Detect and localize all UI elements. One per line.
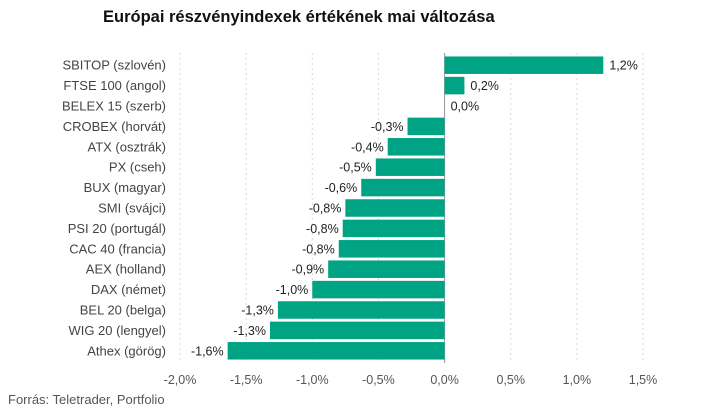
data-label: -0,5%: [339, 161, 372, 175]
category-label: BEL 20 (belga): [80, 303, 166, 318]
category-label: SBITOP (szlovén): [62, 58, 166, 73]
bar: [361, 178, 445, 197]
bar: [444, 76, 465, 95]
bar: [345, 199, 445, 217]
x-tick-label: -2,0%: [164, 373, 197, 387]
bar: [444, 56, 604, 74]
data-label: 1,2%: [609, 59, 638, 73]
chart-title: Európai részvényindexek értékének mai vá…: [103, 8, 495, 26]
category-label: CROBEX (horvát): [63, 119, 166, 134]
category-label: DAX (német): [91, 282, 166, 297]
category-label: AEX (holland): [86, 262, 166, 277]
data-label: -0,8%: [306, 222, 339, 236]
bar: [227, 342, 445, 360]
data-label: -1,3%: [241, 304, 274, 318]
x-tick-label: 0,5%: [496, 373, 525, 387]
data-label: -1,3%: [233, 324, 266, 338]
data-label: -0,6%: [325, 181, 358, 195]
category-label: Athex (görög): [87, 343, 166, 358]
bar: [338, 240, 445, 258]
data-label: 0,2%: [470, 79, 499, 93]
data-label: -1,6%: [191, 344, 224, 358]
x-tick-label: 1,0%: [563, 373, 592, 387]
x-tick-label: -1,0%: [296, 373, 329, 387]
data-label: -0,4%: [351, 140, 384, 154]
bar: [387, 138, 445, 156]
category-label: FTSE 100 (angol): [63, 78, 166, 93]
data-label: -0,8%: [309, 202, 342, 216]
category-label: WIG 20 (lengyel): [68, 323, 166, 338]
bar: [375, 158, 445, 176]
data-label: 0,0%: [451, 100, 480, 114]
data-label: -0,9%: [292, 263, 325, 277]
category-label: CAC 40 (francia): [69, 241, 166, 256]
bar: [312, 280, 445, 299]
bar: [342, 219, 445, 238]
bar: [269, 321, 445, 340]
category-label: PSI 20 (portugál): [68, 221, 166, 236]
data-label: -0,3%: [371, 120, 404, 134]
bar: [277, 301, 445, 319]
x-tick-label: -1,5%: [230, 373, 263, 387]
bar: [328, 260, 445, 278]
source-note: Forrás: Teletrader, Portfolio: [8, 392, 165, 407]
data-label: -1,0%: [276, 283, 309, 297]
x-tick-label: -0,5%: [362, 373, 395, 387]
category-label: BUX (magyar): [84, 180, 166, 195]
data-label: -0,8%: [302, 242, 335, 256]
category-label: BELEX 15 (szerb): [62, 99, 166, 114]
x-tick-label: 0,0%: [430, 373, 459, 387]
category-label: PX (cseh): [109, 160, 166, 175]
x-tick-label: 1,5%: [629, 373, 658, 387]
category-label: ATX (osztrák): [88, 139, 167, 154]
bar: [407, 117, 445, 136]
category-label: SMI (svájci): [98, 201, 166, 216]
